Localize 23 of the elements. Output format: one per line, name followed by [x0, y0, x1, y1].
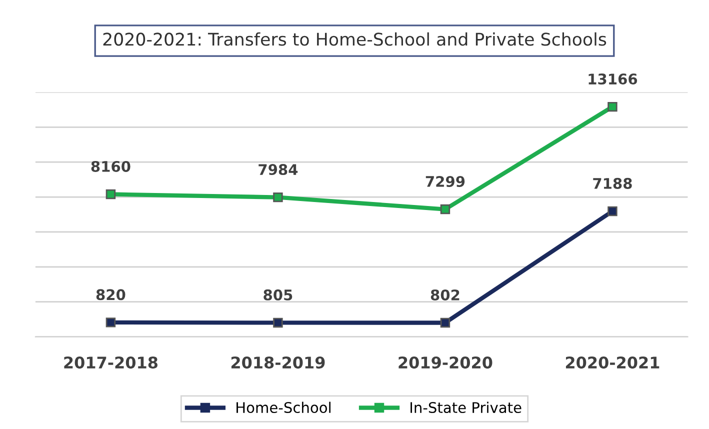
x-tick-label: 2020-2021 [566, 356, 660, 369]
x-tick-label: 2017-2018 [64, 356, 158, 369]
data-label: 7188 [593, 178, 632, 189]
data-label: 820 [96, 289, 126, 300]
x-tick-label: 2019-2020 [398, 356, 492, 369]
data-label: 7299 [426, 176, 465, 188]
point [608, 206, 618, 216]
point [608, 102, 618, 112]
x-tick-label: 2018-2019 [231, 356, 325, 369]
legend-label: In-State Private [410, 402, 522, 414]
data-label: 7984 [258, 164, 298, 176]
point [273, 192, 283, 202]
point [440, 318, 450, 328]
data-label: 805 [264, 289, 292, 300]
data-label: 13166 [588, 74, 638, 85]
point [106, 189, 116, 200]
data-label: 802 [430, 289, 460, 300]
chart-title: 2020-2021: Transfers to Home-School and Private Schools [103, 32, 606, 46]
data-label: 8160 [91, 160, 130, 172]
point [440, 204, 450, 214]
legend-label: Home-School [236, 402, 330, 414]
point [106, 318, 116, 328]
point [273, 318, 283, 328]
